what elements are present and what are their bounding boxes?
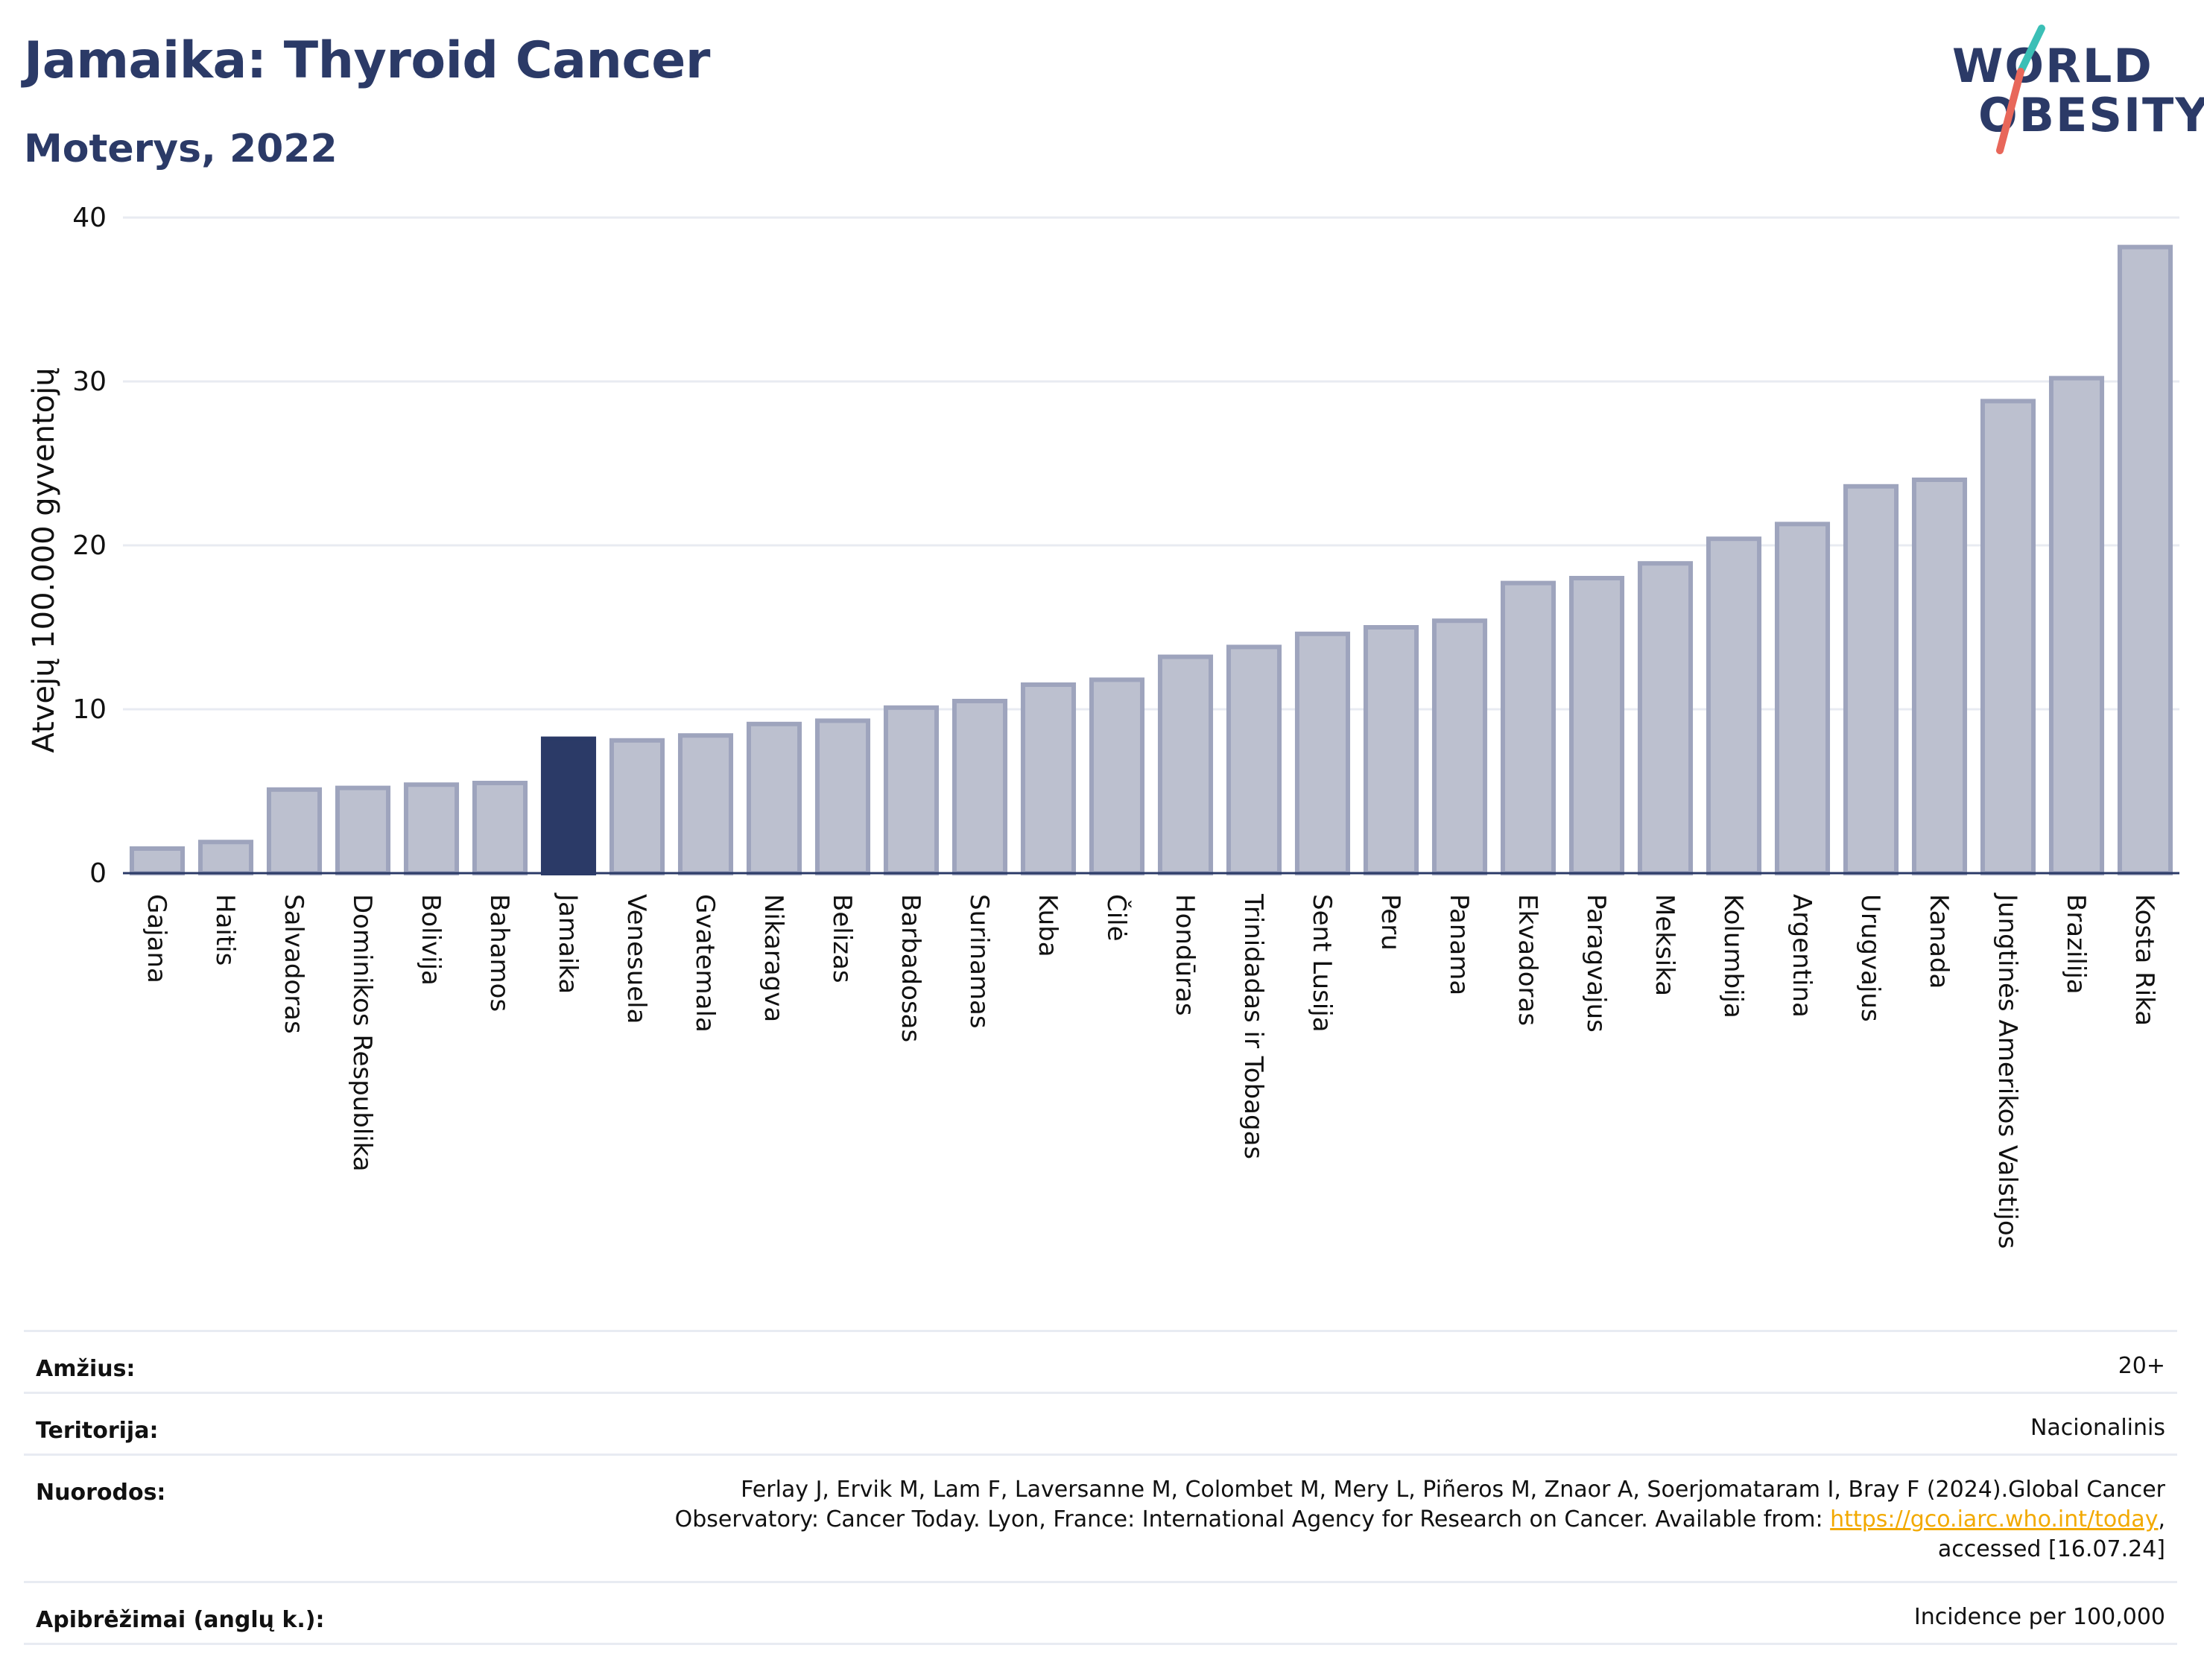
bar-7 xyxy=(609,738,665,875)
x-tick-label: Kolumbija xyxy=(1718,894,1748,1018)
world-obesity-logo: WORLD OBESITY xyxy=(1937,22,2204,156)
bar-0 xyxy=(129,846,186,875)
bar-22 xyxy=(1637,561,1694,875)
references-link[interactable]: https://gco.iarc.who.int/today xyxy=(1830,1506,2159,1532)
x-tick-label: Peru xyxy=(1375,894,1405,951)
x-tick-label: Venesuela xyxy=(621,894,651,1024)
bar-16 xyxy=(1226,644,1282,876)
bar-9 xyxy=(746,721,802,875)
bar-13 xyxy=(1020,682,1077,875)
bar-2 xyxy=(266,787,323,875)
bar-21 xyxy=(1568,576,1625,875)
y-tick-label: 30 xyxy=(72,367,107,397)
page-title: Jamaika: Thyroid Cancer xyxy=(24,31,710,90)
bar-27 xyxy=(1980,399,2036,875)
x-tick-label: Belizas xyxy=(827,894,857,983)
x-tick-label: Jamaika xyxy=(553,893,583,994)
x-tick-label: Bahamos xyxy=(484,894,514,1012)
bar-1 xyxy=(197,840,254,876)
bar-4 xyxy=(403,782,460,876)
x-tick-label: Jungtinės Amerikos Valstijos xyxy=(1992,893,2022,1249)
territory-label: Teritorija: xyxy=(36,1418,159,1444)
info-row-territory: Teritorija: Nacionalinis xyxy=(24,1392,2177,1454)
bar-17 xyxy=(1294,631,1351,875)
x-tick-label: Argentina xyxy=(1787,894,1817,1018)
x-tick-label: Ekvadoras xyxy=(1513,894,1542,1026)
y-tick-label: 40 xyxy=(72,203,107,233)
x-tick-label: Hondūras xyxy=(1170,894,1200,1016)
x-tick-label: Gvatemala xyxy=(690,894,720,1033)
page-subtitle: Moterys, 2022 xyxy=(24,127,338,171)
bar-12 xyxy=(951,699,1008,875)
x-tick-label: Nikaragva xyxy=(759,894,788,1022)
x-tick-label: Meksika xyxy=(1650,894,1679,996)
references-line-2-end: , xyxy=(2158,1506,2165,1532)
x-tick-label: Trinidadas ir Tobagas xyxy=(1238,893,1268,1159)
x-tick-label: Paragvajus xyxy=(1581,894,1611,1033)
bar-8 xyxy=(677,733,734,876)
x-tick-label: Surinamas xyxy=(964,894,994,1029)
bar-23 xyxy=(1706,536,1762,875)
bar-11 xyxy=(883,705,940,875)
bar-chart: 0 10 20 30 40 Atvejų 100.000 gyventojų Gajana H… xyxy=(27,203,2179,1249)
bar-14 xyxy=(1089,677,1145,876)
territory-value: Nacionalinis xyxy=(2030,1415,2165,1441)
x-tick-label: Haitis xyxy=(210,894,240,966)
y-tick-label: 20 xyxy=(72,530,107,561)
age-value: 20+ xyxy=(2118,1353,2165,1379)
x-tick-label: Gajana xyxy=(142,894,171,983)
x-tick-label: Kosta Rika xyxy=(2129,894,2159,1026)
bar-5 xyxy=(472,781,528,875)
y-tick-label: 10 xyxy=(72,694,107,725)
bar-24 xyxy=(1774,522,1831,875)
x-tick-label: Čilė xyxy=(1101,894,1132,942)
logo-slash-icon xyxy=(1996,25,2045,154)
logo-text-world: WORLD xyxy=(1952,39,2153,93)
bar-3 xyxy=(335,785,391,875)
info-row-references: Nuorodos: Ferlay J, Ervik M, Lam F, Lave… xyxy=(24,1454,2177,1581)
references-line-2: Observatory: Cancer Today. Lyon, France:… xyxy=(675,1505,2165,1535)
x-tick-label: Sent Lusija xyxy=(1307,894,1337,1033)
bar-10 xyxy=(814,718,871,876)
references-line-3: accessed [16.07.24] xyxy=(1937,1536,2165,1562)
x-tick-label: Dominikos Respublika xyxy=(347,894,377,1172)
bar-15 xyxy=(1157,654,1214,875)
x-tick-label: Salvadoras xyxy=(279,894,308,1034)
info-row-age: Amžius: 20+ xyxy=(24,1330,2177,1392)
age-label: Amžius: xyxy=(36,1356,136,1382)
bar-28 xyxy=(2048,375,2105,876)
references-line-2-text: Observatory: Cancer Today. Lyon, France:… xyxy=(674,1506,1831,1532)
definitions-value: Incidence per 100,000 xyxy=(1913,1604,2165,1630)
x-tick-label: Bolivija xyxy=(416,894,446,986)
bar-29 xyxy=(2117,244,2173,876)
references-label: Nuorodos: xyxy=(36,1480,166,1506)
references-line-1: Ferlay J, Ervik M, Lam F, Laversanne M, … xyxy=(741,1477,2165,1503)
x-tick-label: Kuba xyxy=(1033,894,1063,957)
info-table: Amžius: 20+ Teritorija: Nacionalinis Nuo… xyxy=(24,1330,2177,1645)
bar-26 xyxy=(1911,478,1968,875)
x-tick-label: Brazilija xyxy=(2061,894,2091,995)
bar-20 xyxy=(1500,580,1557,875)
definitions-label: Apibrėžimai (anglų k.): xyxy=(36,1607,325,1633)
info-row-definitions: Apibrėžimai (anglų k.): Incidence per 10… xyxy=(24,1581,2177,1645)
bar-19 xyxy=(1431,618,1488,875)
bar-6 xyxy=(540,736,597,875)
references-value: Ferlay J, Ervik M, Lam F, Laversanne M, … xyxy=(675,1475,2165,1565)
x-tick-label: Kanada xyxy=(1924,894,1954,989)
x-tick-label: Urugvajus xyxy=(1855,894,1885,1022)
bar-25 xyxy=(1843,484,1899,875)
x-tick-label: Barbadosas xyxy=(896,894,925,1042)
y-axis-label: Atvejų 100.000 gyventojų xyxy=(27,367,61,752)
bar-18 xyxy=(1363,625,1419,875)
x-tick-label: Panama xyxy=(1444,894,1474,995)
y-tick-label: 0 xyxy=(89,858,107,889)
